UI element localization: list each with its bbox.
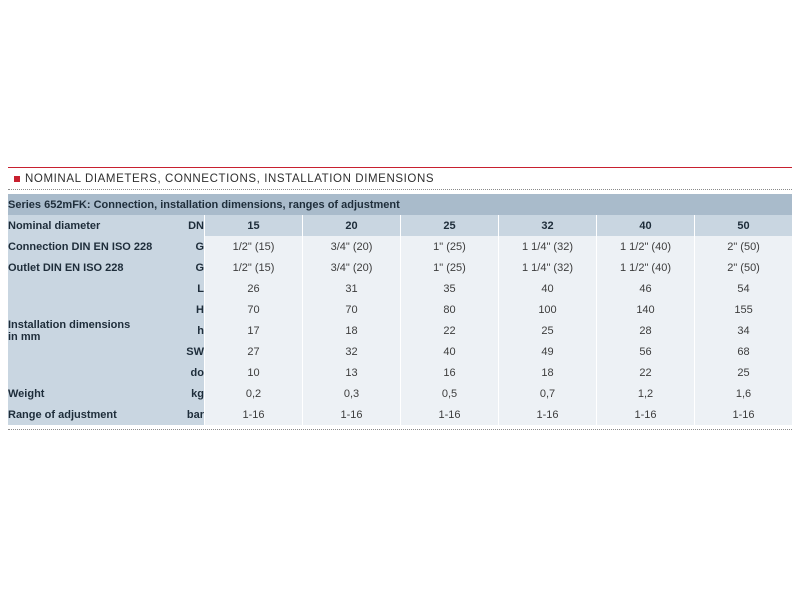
table-cell: 155 <box>694 299 793 320</box>
heading-dotted-rule <box>8 189 792 190</box>
table-cell: 1,2 <box>596 383 694 404</box>
table-cell: 1 1/2" (40) <box>596 236 694 257</box>
table-cell: 1 1/4" (32) <box>498 257 596 278</box>
section-heading: NOMINAL DIAMETERS, CONNECTIONS, INSTALLA… <box>8 168 792 189</box>
table-cell: 40 <box>498 278 596 299</box>
row-symbol: L <box>171 278 204 299</box>
row-symbol: bar <box>171 404 204 426</box>
row-symbol: h <box>171 320 204 341</box>
row-symbol: H <box>171 299 204 320</box>
table-cell: 100 <box>498 299 596 320</box>
table-row-install-H: H 70 70 80 100 140 155 <box>8 299 793 320</box>
table-cell: 1-16 <box>204 404 302 426</box>
table-cell: 0,3 <box>302 383 400 404</box>
table-cell: 0,7 <box>498 383 596 404</box>
table-cell: 68 <box>694 341 793 362</box>
table-cell: 49 <box>498 341 596 362</box>
table-cell: 3/4" (20) <box>302 236 400 257</box>
header-cell: 40 <box>596 215 694 236</box>
table-cell: 1" (25) <box>400 257 498 278</box>
table-cell: 40 <box>400 341 498 362</box>
table-row-outlet: Outlet DIN EN ISO 228 G 1/2" (15) 3/4" (… <box>8 257 793 278</box>
table-title-row: Series 652mFK: Connection, installation … <box>8 194 793 215</box>
row-symbol: DN <box>171 215 204 236</box>
spec-table: Series 652mFK: Connection, installation … <box>8 194 793 426</box>
table-row-install-h: h 17 18 22 25 28 34 <box>8 320 793 341</box>
table-cell: 1 1/4" (32) <box>498 236 596 257</box>
row-label: Connection DIN EN ISO 228 <box>8 236 171 257</box>
table-cell: 18 <box>302 320 400 341</box>
table-cell: 3/4" (20) <box>302 257 400 278</box>
table-cell: 1-16 <box>400 404 498 426</box>
table-row-nominal-diameter: Nominal diameter DN 15 20 25 32 40 50 <box>8 215 793 236</box>
row-symbol: kg <box>171 383 204 404</box>
table-cell: 32 <box>302 341 400 362</box>
table-cell: 17 <box>204 320 302 341</box>
table-cell: 26 <box>204 278 302 299</box>
table-cell: 46 <box>596 278 694 299</box>
installation-label-line2: in mm <box>8 330 41 343</box>
table-cell: 56 <box>596 341 694 362</box>
table-cell: 22 <box>596 362 694 383</box>
row-label: Outlet DIN EN ISO 228 <box>8 257 171 278</box>
table-cell: 0,2 <box>204 383 302 404</box>
table-cell: 31 <box>302 278 400 299</box>
table-cell: 2" (50) <box>694 236 793 257</box>
header-cell: 15 <box>204 215 302 236</box>
table-cell: 1-16 <box>302 404 400 426</box>
table-cell: 0,5 <box>400 383 498 404</box>
table-cell: 1-16 <box>694 404 793 426</box>
table-row-connection: Connection DIN EN ISO 228 G 1/2" (15) 3/… <box>8 236 793 257</box>
table-cell: 1,6 <box>694 383 793 404</box>
table-cell: 13 <box>302 362 400 383</box>
table-cell: 22 <box>400 320 498 341</box>
table-row-install-L: Installation dimensions in mm L 26 31 35 … <box>8 278 793 383</box>
spec-section: NOMINAL DIAMETERS, CONNECTIONS, INSTALLA… <box>8 167 793 430</box>
table-cell: 25 <box>694 362 793 383</box>
row-label: Weight <box>8 383 171 404</box>
row-label: Nominal diameter <box>8 215 171 236</box>
row-symbol: G <box>171 257 204 278</box>
table-cell: 80 <box>400 299 498 320</box>
table-row-weight: Weight kg 0,2 0,3 0,5 0,7 1,2 1,6 <box>8 383 793 404</box>
table-cell: 70 <box>302 299 400 320</box>
table-cell: 70 <box>204 299 302 320</box>
header-cell: 25 <box>400 215 498 236</box>
section-heading-text: NOMINAL DIAMETERS, CONNECTIONS, INSTALLA… <box>25 172 435 185</box>
installation-label: Installation dimensions in mm <box>8 278 171 383</box>
table-cell: 1 1/2" (40) <box>596 257 694 278</box>
bottom-dotted-rule <box>8 429 792 430</box>
table-cell: 28 <box>596 320 694 341</box>
table-cell: 1-16 <box>596 404 694 426</box>
table-cell: 16 <box>400 362 498 383</box>
table-row-install-do: do 10 13 16 18 22 25 <box>8 362 793 383</box>
row-symbol: SW <box>171 341 204 362</box>
table-cell: 10 <box>204 362 302 383</box>
table-cell: 18 <box>498 362 596 383</box>
row-symbol: do <box>171 362 204 383</box>
table-cell: 35 <box>400 278 498 299</box>
table-cell: 27 <box>204 341 302 362</box>
table-row-range: Range of adjustment bar 1-16 1-16 1-16 1… <box>8 404 793 426</box>
table-cell: 34 <box>694 320 793 341</box>
table-cell: 140 <box>596 299 694 320</box>
row-label: Range of adjustment <box>8 404 171 426</box>
top-red-rule <box>8 167 792 168</box>
header-cell: 32 <box>498 215 596 236</box>
table-cell: 1" (25) <box>400 236 498 257</box>
installation-label-line1: Installation dimensions <box>8 318 131 331</box>
table-cell: 54 <box>694 278 793 299</box>
table-cell: 2" (50) <box>694 257 793 278</box>
table-cell: 1/2" (15) <box>204 257 302 278</box>
table-cell: 1/2" (15) <box>204 236 302 257</box>
table-cell: 1-16 <box>498 404 596 426</box>
table-title: Series 652mFK: Connection, installation … <box>8 194 793 215</box>
table-row-install-SW: SW 27 32 40 49 56 68 <box>8 341 793 362</box>
table-cell: 25 <box>498 320 596 341</box>
header-cell: 20 <box>302 215 400 236</box>
row-symbol: G <box>171 236 204 257</box>
red-square-icon <box>14 175 20 182</box>
header-cell: 50 <box>694 215 793 236</box>
